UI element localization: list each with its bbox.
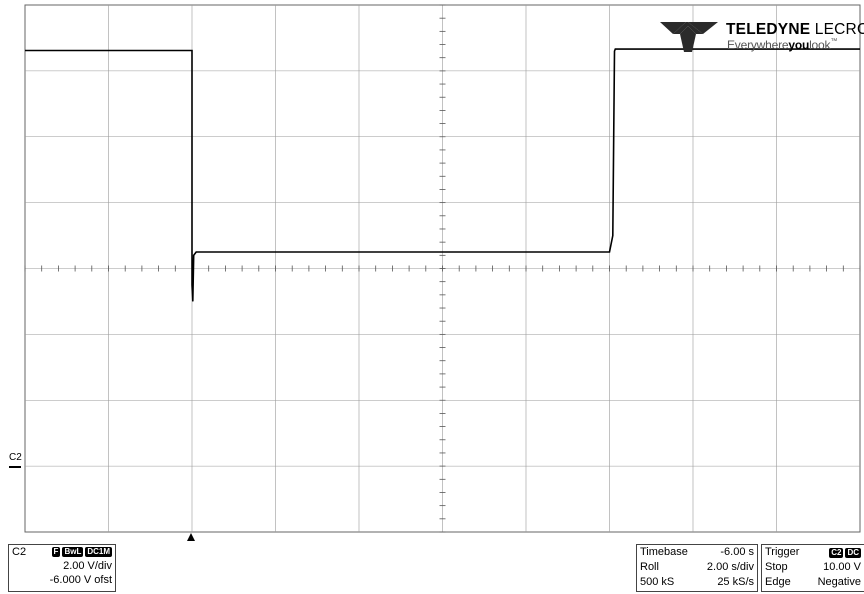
volts-per-div: 2.00 V/div: [63, 559, 112, 572]
channel-offset: -6.000 V ofst: [49, 573, 112, 586]
graticule: [24, 4, 861, 533]
timebase-descriptor[interactable]: Timebase -6.00 s Roll 2.00 s/div 500 kS 25 …: [636, 544, 758, 592]
time-per-div: 2.00 s/div: [706, 561, 754, 573]
trigger-slope: Negative: [817, 576, 861, 588]
trigger-mode: Stop: [765, 561, 788, 573]
logo-brand-text: TELEDYNE LECROY: [726, 21, 864, 38]
trigger-type: Edge: [765, 576, 791, 588]
logo-tagline: Everywhereyoulook™: [727, 38, 838, 52]
channel-name: C2: [12, 545, 27, 558]
channel-2-ground-marker[interactable]: C2: [9, 453, 22, 468]
trigger-title: Trigger: [765, 546, 800, 558]
teledyne-logo-icon: [660, 22, 718, 52]
trigger-source-badge: C2: [829, 547, 844, 558]
bandwidth-limit-badge: BwL: [62, 547, 84, 557]
oscilloscope-display: [24, 4, 861, 533]
trigger-level: 10.00 V: [823, 561, 861, 573]
coupling-badge: DC1M: [85, 547, 112, 557]
trigger-descriptor[interactable]: Trigger C2 DC Stop 10.00 V Edge Negative: [761, 544, 864, 592]
trigger-position-marker[interactable]: [187, 533, 195, 541]
timebase-label: Timebase: [640, 546, 688, 558]
channel-2-descriptor[interactable]: C2 F BwL DC1M 2.00 V/div -6.000 V ofst: [8, 544, 116, 592]
channel-2-waveform: [25, 48, 860, 302]
teledyne-lecroy-logo: TELEDYNE LECROY Everywhereyoulook™: [656, 18, 864, 54]
trigger-coupling-badge: DC: [845, 547, 861, 558]
acq-mode: Roll: [640, 561, 659, 573]
filter-badge: F: [51, 547, 61, 557]
record-length: 500 kS: [640, 576, 675, 588]
sample-rate: 25 kS/s: [717, 576, 754, 588]
timebase-delay: -6.00 s: [720, 546, 754, 558]
